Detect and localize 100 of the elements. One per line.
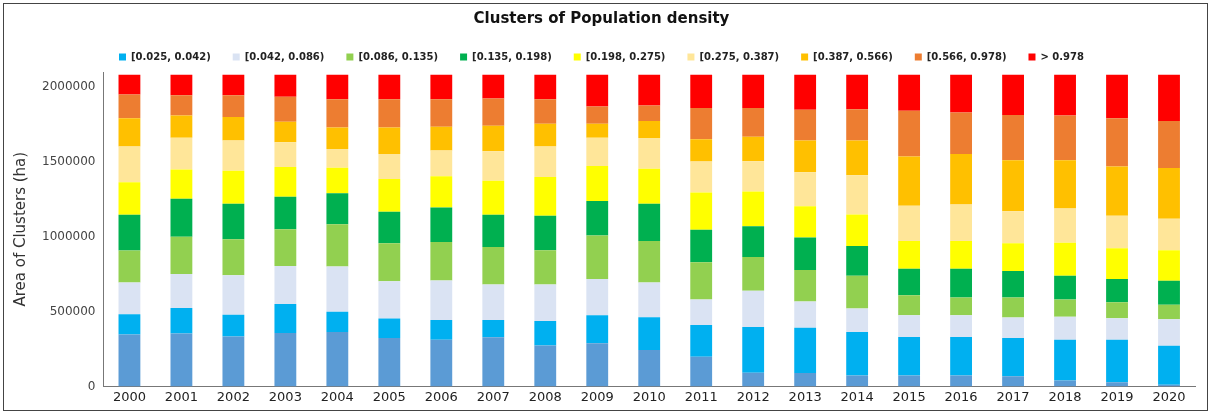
bar — [118, 334, 141, 387]
bar — [638, 350, 661, 387]
bar — [1106, 318, 1128, 340]
x-tick-label: 2014 — [840, 388, 874, 404]
bar — [794, 140, 817, 173]
bar — [430, 99, 453, 127]
bar — [950, 154, 973, 205]
bar — [430, 74, 453, 100]
y-tick-label: 0 — [87, 378, 96, 393]
bar — [222, 203, 245, 240]
bar — [222, 239, 245, 276]
x-tick-label: 2010 — [632, 388, 666, 404]
x-tick-label: 2007 — [476, 388, 510, 404]
bar — [794, 269, 817, 302]
bar — [534, 176, 557, 216]
x-tick-label: 2020 — [1152, 388, 1186, 404]
chart-title: Clusters of Population density — [473, 8, 730, 27]
bar — [1158, 121, 1180, 169]
bar — [794, 109, 817, 141]
bar — [1106, 279, 1128, 303]
bar — [690, 299, 713, 326]
bar — [846, 74, 869, 110]
bar — [846, 140, 869, 176]
bar — [118, 146, 141, 183]
bar — [950, 204, 973, 241]
bar — [898, 295, 921, 316]
bar — [1002, 338, 1024, 377]
bar — [378, 211, 401, 244]
bar — [222, 140, 245, 171]
bar — [690, 229, 713, 263]
bar — [1106, 339, 1128, 383]
legend-label: [0.387, 0.566) — [813, 50, 893, 62]
bar — [742, 161, 765, 192]
bar — [898, 240, 921, 269]
x-tick-label: 2000 — [112, 388, 146, 404]
bar — [326, 74, 349, 100]
bar — [170, 95, 193, 116]
bar — [378, 178, 401, 212]
bar — [690, 161, 713, 193]
bar — [274, 167, 297, 197]
bar — [846, 246, 869, 276]
x-tick-label: 2018 — [1048, 388, 1082, 404]
bar — [1002, 211, 1024, 244]
bar — [1054, 115, 1076, 161]
bar — [326, 311, 349, 332]
bar — [378, 74, 401, 100]
bar — [1106, 302, 1128, 319]
bar — [1158, 304, 1180, 320]
bar — [950, 268, 973, 298]
x-tick-label: 2012 — [736, 388, 770, 404]
bar — [690, 325, 713, 357]
bar — [1158, 250, 1180, 281]
legend-label: [0.042, 0.086) — [244, 50, 325, 62]
bar — [326, 193, 349, 225]
bar — [794, 327, 817, 374]
bar — [222, 336, 245, 387]
bar — [794, 206, 817, 238]
bar — [690, 356, 713, 387]
bar — [742, 226, 765, 257]
bar — [1054, 208, 1076, 243]
bar — [378, 281, 401, 319]
bar — [950, 336, 973, 376]
bar — [430, 280, 453, 320]
bar — [170, 308, 193, 334]
bar — [846, 308, 869, 332]
bar — [118, 282, 141, 315]
bar — [950, 240, 973, 269]
bar — [1054, 339, 1076, 381]
legend-label: [0.135, 0.198) — [472, 50, 552, 62]
bar — [846, 275, 869, 309]
bar — [482, 74, 505, 99]
bar — [690, 139, 713, 162]
bar — [534, 345, 557, 387]
bar — [1158, 74, 1180, 122]
x-tick-label: 2011 — [684, 388, 718, 404]
bar — [274, 142, 297, 168]
bar — [170, 115, 193, 138]
bar — [742, 108, 765, 137]
bar — [1158, 168, 1180, 219]
x-tick-label: 2009 — [580, 388, 614, 404]
bar — [586, 279, 609, 316]
bar — [170, 137, 193, 170]
bar — [742, 136, 765, 162]
bar — [118, 118, 141, 147]
bar — [1158, 345, 1180, 385]
bar — [898, 336, 921, 376]
bar — [898, 375, 921, 387]
bar — [950, 315, 973, 337]
bar — [222, 74, 245, 96]
bar — [118, 94, 141, 119]
x-tick-label: 2001 — [164, 388, 198, 404]
bar — [1106, 248, 1128, 280]
x-tick-label: 2019 — [1100, 388, 1134, 404]
bar — [950, 297, 973, 316]
bar — [898, 110, 921, 157]
bar — [118, 182, 141, 215]
bar — [1002, 160, 1024, 212]
bar — [1158, 280, 1180, 305]
bar — [950, 112, 973, 155]
bar — [1054, 160, 1076, 209]
